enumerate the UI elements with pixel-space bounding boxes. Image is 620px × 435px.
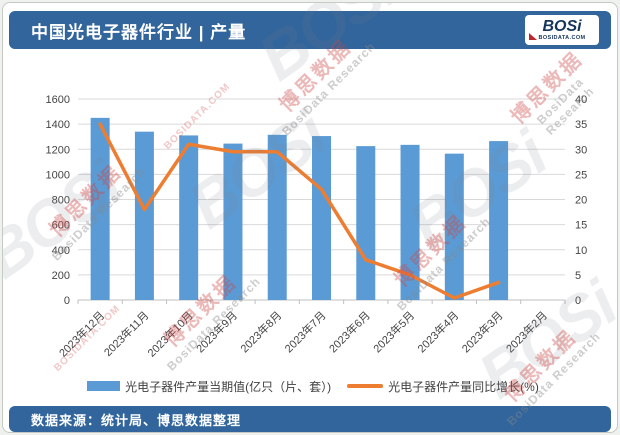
- right-axis-tick-label: 0: [575, 295, 581, 307]
- x-axis-label: 2023年5月: [370, 308, 417, 355]
- bar-2023年6月: [356, 146, 376, 300]
- right-axis-tick-label: 5: [575, 270, 581, 282]
- left-axis-tick-label: 1000: [46, 169, 70, 181]
- growth-line: [98, 122, 501, 300]
- x-axis-label: 2023年9月: [193, 308, 240, 355]
- data-source-text: 数据来源：统计局、博思数据整理: [31, 412, 242, 428]
- right-axis-tick-label: 15: [575, 220, 587, 232]
- left-axis-tick-label: 600: [52, 220, 70, 232]
- left-axis-tick-label: 200: [52, 270, 70, 282]
- report-footer: 数据来源：统计局、博思数据整理: [9, 406, 611, 432]
- left-axis-tick-label: 0: [64, 295, 70, 307]
- logo-site-text: BOSIDATA.COM: [538, 34, 586, 41]
- left-axis-tick-label: 800: [52, 195, 70, 207]
- legend-item-production: 光电子器件产量当期值(亿只（片、套）): [87, 378, 331, 395]
- left-axis-tick-label: 1600: [46, 94, 70, 106]
- x-axis-label: 2023年11月: [101, 308, 152, 359]
- x-axis-label: 2023年12月: [56, 308, 107, 359]
- report-header: 中国光电子器件行业 | 产量 BOSi BOSIDATA.COM: [9, 11, 611, 49]
- right-axis-tick-label: 30: [575, 144, 587, 156]
- logo-accent-icon: [529, 33, 537, 40]
- left-axis-tick-label: 1400: [46, 119, 70, 131]
- bar-2023年10月: [179, 135, 199, 300]
- bar-2023年9月: [223, 143, 243, 300]
- right-axis-tick-label: 10: [575, 245, 587, 257]
- x-axis-label: 2023年7月: [282, 308, 329, 355]
- line-series-label: 光电子器件产量同比增长(%): [388, 379, 539, 394]
- left-axis-tick-label: 1200: [46, 144, 70, 156]
- right-axis-tick-label: 25: [575, 169, 587, 181]
- x-axis-label: 2023年8月: [237, 308, 284, 355]
- right-axis-tick-label: 35: [575, 119, 587, 131]
- x-axis-label: 2023年6月: [326, 308, 373, 355]
- right-axis-tick-label: 40: [575, 94, 587, 106]
- bar-2023年8月: [267, 134, 287, 300]
- bar-series-swatch: [87, 381, 121, 391]
- bar-2023年4月: [444, 153, 464, 300]
- bar-series-label: 光电子器件产量当期值(亿只（片、套）): [125, 379, 332, 394]
- x-axis-label: 2023年10月: [144, 308, 195, 359]
- bar-2023年5月: [400, 144, 420, 300]
- left-axis-tick-label: 400: [52, 245, 70, 257]
- legend-item-growth: 光电子器件产量同比增长(%): [347, 378, 539, 395]
- line-series-swatch: [347, 384, 384, 388]
- right-axis-tick-label: 20: [575, 195, 587, 207]
- bar-2023年12月: [90, 117, 110, 300]
- bar-2023年7月: [312, 136, 331, 300]
- bar-2023年11月: [134, 131, 154, 300]
- chart-legend: 光电子器件产量当期值(亿只（片、套）) 光电子器件产量同比增长(%): [3, 376, 617, 396]
- production-chart: 0 200 400 600 800 1000 1200 1400 1600 0 5 10 15 20 25 3…: [46, 94, 588, 360]
- logo-text: BOSi: [542, 17, 582, 35]
- x-axis-label: 2023年3月: [459, 308, 506, 355]
- page-title: 中国光电子器件行业 | 产量: [31, 22, 247, 42]
- bar-2023年3月: [489, 141, 509, 300]
- x-axis-label: 2023年4月: [414, 308, 461, 355]
- bosi-logo: BOSi BOSIDATA.COM: [525, 15, 599, 45]
- x-axis-label: 2023年2月: [503, 308, 550, 355]
